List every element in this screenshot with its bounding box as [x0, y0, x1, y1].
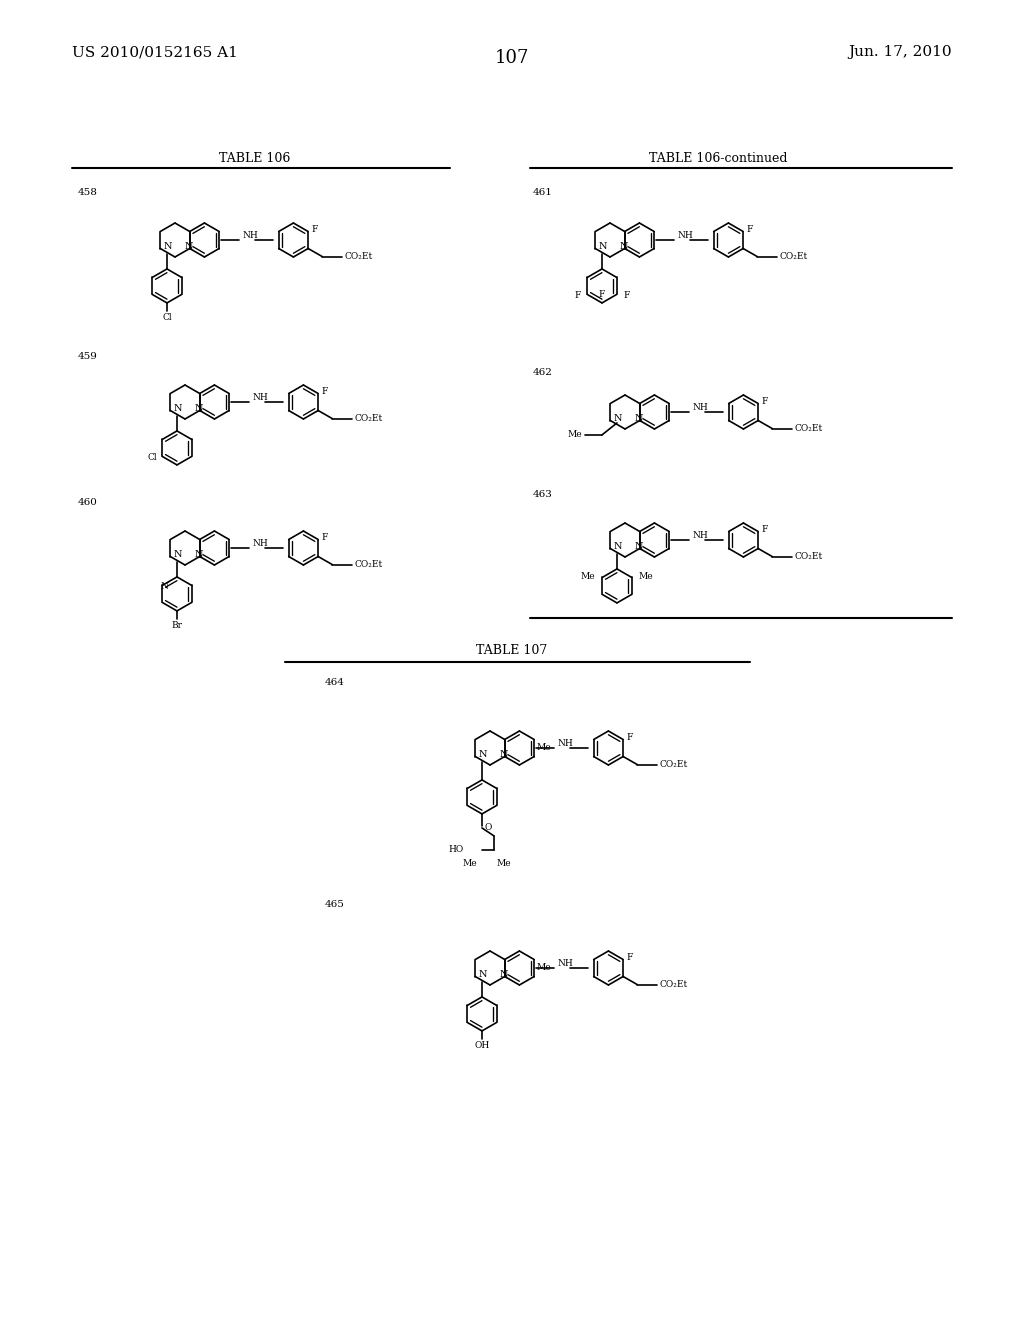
Text: 462: 462	[534, 368, 553, 378]
Text: F: F	[574, 290, 581, 300]
Text: N: N	[620, 242, 628, 251]
Text: Me: Me	[537, 743, 551, 752]
Text: OH: OH	[474, 1041, 489, 1049]
Text: CO₂Et: CO₂Et	[795, 424, 822, 433]
Text: F: F	[746, 226, 753, 235]
Text: 463: 463	[534, 490, 553, 499]
Text: N: N	[164, 242, 172, 251]
Text: NH: NH	[692, 404, 709, 412]
Text: US 2010/0152165 A1: US 2010/0152165 A1	[72, 45, 238, 59]
Text: 465: 465	[325, 900, 345, 909]
Text: NH: NH	[252, 540, 268, 549]
Text: N: N	[634, 414, 643, 422]
Text: CO₂Et: CO₂Et	[344, 252, 373, 261]
Text: TABLE 106: TABLE 106	[219, 152, 291, 165]
Text: Me: Me	[638, 572, 653, 581]
Text: N: N	[613, 413, 623, 422]
Text: NH: NH	[692, 532, 709, 540]
Text: F: F	[322, 533, 328, 543]
Text: 459: 459	[78, 352, 98, 360]
Text: NH: NH	[557, 739, 573, 748]
Text: Me: Me	[581, 572, 596, 581]
Text: HO: HO	[449, 845, 464, 854]
Text: F: F	[322, 388, 328, 396]
Text: 458: 458	[78, 187, 98, 197]
Text: Me: Me	[497, 859, 512, 869]
Text: O: O	[485, 824, 493, 833]
Text: N: N	[500, 970, 508, 979]
Text: 107: 107	[495, 49, 529, 67]
Text: NH: NH	[678, 231, 693, 240]
Text: N: N	[195, 404, 203, 413]
Text: N: N	[599, 242, 607, 251]
Text: TABLE 107: TABLE 107	[476, 644, 548, 656]
Text: F: F	[624, 290, 630, 300]
Text: F: F	[762, 397, 768, 407]
Text: NH: NH	[252, 393, 268, 403]
Text: Jun. 17, 2010: Jun. 17, 2010	[848, 45, 952, 59]
Text: N: N	[478, 750, 487, 759]
Text: F: F	[627, 734, 633, 742]
Text: 460: 460	[78, 498, 98, 507]
Text: N: N	[634, 543, 643, 550]
Text: N: N	[613, 541, 623, 550]
Text: NH: NH	[243, 231, 258, 240]
Text: N: N	[478, 969, 487, 978]
Text: N: N	[195, 550, 203, 558]
Text: CO₂Et: CO₂Et	[779, 252, 807, 261]
Text: 464: 464	[325, 678, 345, 686]
Text: F: F	[311, 226, 318, 235]
Text: CO₂Et: CO₂Et	[354, 414, 382, 422]
Text: N: N	[500, 750, 508, 759]
Text: Me: Me	[463, 859, 477, 869]
Text: CO₂Et: CO₂Et	[795, 552, 822, 561]
Text: N: N	[174, 404, 182, 413]
Text: CO₂Et: CO₂Et	[659, 760, 687, 770]
Text: Me: Me	[537, 964, 551, 972]
Text: Cl: Cl	[147, 454, 157, 462]
Text: N: N	[161, 582, 168, 591]
Text: F: F	[599, 290, 605, 300]
Text: Me: Me	[567, 430, 582, 440]
Text: Br: Br	[171, 620, 182, 630]
Text: N: N	[184, 242, 193, 251]
Text: F: F	[762, 525, 768, 535]
Text: TABLE 106-continued: TABLE 106-continued	[649, 152, 787, 165]
Text: NH: NH	[557, 960, 573, 969]
Text: 461: 461	[534, 187, 553, 197]
Text: N: N	[174, 549, 182, 558]
Text: F: F	[627, 953, 633, 962]
Text: Cl: Cl	[162, 313, 172, 322]
Text: CO₂Et: CO₂Et	[354, 560, 382, 569]
Text: CO₂Et: CO₂Et	[659, 979, 687, 989]
